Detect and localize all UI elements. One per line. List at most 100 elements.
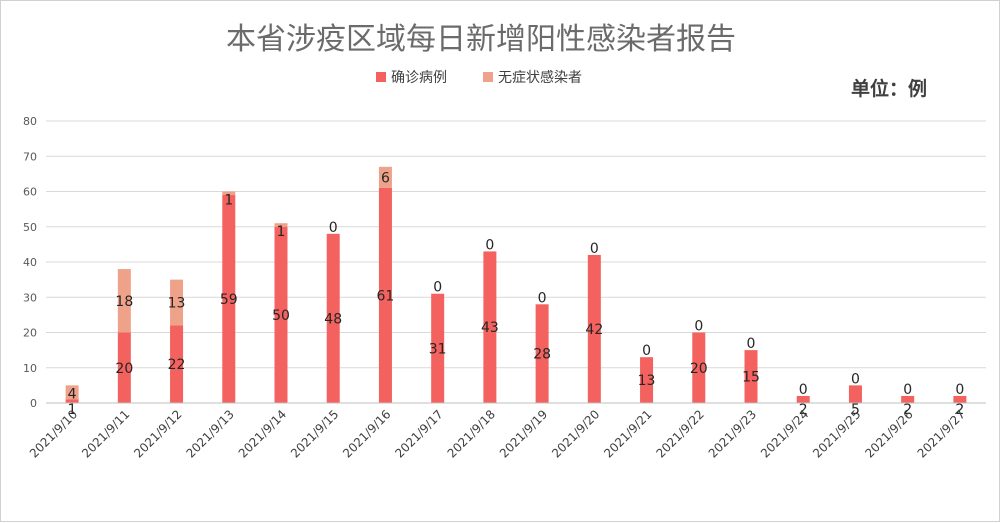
bar-confirmed [901, 395, 915, 403]
x-tick-label: 2021/9/14 [236, 407, 289, 460]
data-label-confirmed: 42 [585, 322, 603, 338]
bar-confirmed [431, 293, 445, 403]
bar-confirmed [326, 233, 340, 403]
bar-confirmed [744, 350, 758, 403]
bar-confirmed [640, 357, 654, 403]
data-label-asymptomatic: 13 [168, 296, 186, 312]
x-tick-label: 2021/9/20 [549, 407, 602, 460]
legend: 确诊病例 无症状感染者 [376, 69, 582, 86]
y-axis: 0 10 20 30 40 50 60 70 80 [23, 115, 37, 410]
legend-label-2: 无症状感染者 [498, 69, 582, 86]
y-tick-label: 40 [23, 256, 37, 269]
legend-swatch-1 [376, 72, 386, 82]
bar-confirmed [535, 304, 549, 403]
chart-title: 本省涉疫区域每日新增阳性感染者报告 [226, 22, 736, 57]
data-label-asymptomatic: 0 [799, 382, 808, 398]
x-tick-label: 2021/9/18 [445, 407, 498, 460]
legend-swatch-2 [483, 72, 493, 82]
unit-label: 单位：例 [851, 77, 927, 100]
data-label-confirmed: 20 [690, 361, 708, 377]
y-tick-label: 10 [23, 362, 37, 375]
x-tick-label: 2021/9/22 [653, 407, 706, 460]
x-tick-label: 2021/9/11 [79, 407, 132, 460]
bars [65, 166, 967, 403]
bar-asymptomatic [378, 166, 392, 188]
bar-confirmed [587, 254, 601, 403]
data-label-confirmed: 15 [742, 370, 760, 386]
data-label-confirmed: 2 [903, 402, 912, 418]
legend-label-1: 确诊病例 [391, 70, 447, 86]
data-label-asymptomatic: 1 [277, 224, 286, 240]
data-label-confirmed: 20 [115, 361, 133, 377]
data-label-asymptomatic: 0 [955, 382, 964, 398]
x-tick-label: 2021/9/12 [131, 407, 184, 460]
data-label-confirmed: 50 [272, 308, 290, 324]
data-label-confirmed: 13 [638, 373, 656, 389]
data-label-asymptomatic: 0 [851, 371, 860, 387]
data-label-asymptomatic: 18 [115, 294, 133, 310]
x-tick-label: 2021/9/26 [862, 407, 915, 460]
y-tick-label: 30 [23, 291, 37, 304]
y-tick-label: 80 [23, 115, 37, 128]
x-tick-label: 2021/9/17 [392, 407, 445, 460]
y-tick-label: 60 [23, 186, 37, 199]
data-label-asymptomatic: 0 [642, 343, 651, 359]
data-label-confirmed: 31 [429, 341, 447, 357]
data-label-asymptomatic: 0 [538, 290, 547, 306]
bar-asymptomatic [65, 385, 79, 400]
data-label-asymptomatic: 1 [224, 193, 233, 209]
y-tick-label: 50 [23, 221, 37, 234]
x-tick-label: 2021/9/19 [497, 407, 550, 460]
data-label-asymptomatic: 0 [433, 280, 442, 296]
bar-confirmed [65, 399, 79, 403]
x-tick-label: 2021/9/27 [915, 407, 968, 460]
data-label-confirmed: 2 [799, 402, 808, 418]
data-label-confirmed: 22 [168, 357, 186, 373]
bar-confirmed [222, 195, 236, 403]
bar-asymptomatic [274, 223, 288, 227]
bar-confirmed [274, 226, 288, 403]
data-label-confirmed: 61 [377, 288, 395, 304]
data-label-confirmed: 1 [68, 402, 77, 418]
data-label-asymptomatic: 4 [68, 386, 77, 402]
bar-asymptomatic [170, 279, 184, 326]
gridlines [46, 120, 986, 404]
x-tick-label: 2021/9/13 [183, 407, 236, 460]
data-label-confirmed: 5 [851, 402, 860, 418]
x-tick-label: 2021/9/25 [810, 407, 863, 460]
bar-confirmed [848, 385, 862, 403]
x-tick-label: 2021/9/10 [27, 407, 80, 460]
bar-confirmed [953, 395, 967, 403]
bar-confirmed [796, 395, 810, 403]
x-tick-label: 2021/9/23 [706, 407, 759, 460]
bar-asymptomatic [222, 191, 236, 196]
data-label-asymptomatic: 0 [903, 382, 912, 398]
data-label-asymptomatic: 0 [590, 241, 599, 257]
bar-confirmed [483, 251, 497, 403]
bar-confirmed [117, 332, 131, 403]
data-label-asymptomatic: 0 [747, 336, 756, 352]
data-label-confirmed: 28 [533, 347, 551, 363]
x-tick-label: 2021/9/16 [340, 407, 393, 460]
bar-confirmed [378, 187, 392, 403]
y-tick-label: 70 [23, 150, 37, 163]
y-tick-label: 0 [30, 397, 37, 410]
x-tick-label: 2021/9/21 [601, 407, 654, 460]
data-label-confirmed: 43 [481, 320, 499, 336]
bar-asymptomatic [117, 269, 131, 333]
data-label-confirmed: 48 [324, 311, 342, 327]
data-label-asymptomatic: 0 [485, 237, 494, 253]
x-axis: 2021/9/102021/9/112021/9/122021/9/132021… [27, 402, 986, 461]
data-label-confirmed: 2 [955, 402, 964, 418]
x-tick-label: 2021/9/15 [288, 407, 341, 460]
data-label-asymptomatic: 0 [694, 319, 703, 335]
bar-confirmed [170, 325, 184, 403]
bar-confirmed [692, 332, 706, 403]
y-tick-label: 20 [23, 327, 37, 340]
x-tick-label: 2021/9/24 [758, 407, 811, 460]
data-label-confirmed: 59 [220, 292, 238, 308]
data-label-asymptomatic: 6 [381, 170, 390, 186]
